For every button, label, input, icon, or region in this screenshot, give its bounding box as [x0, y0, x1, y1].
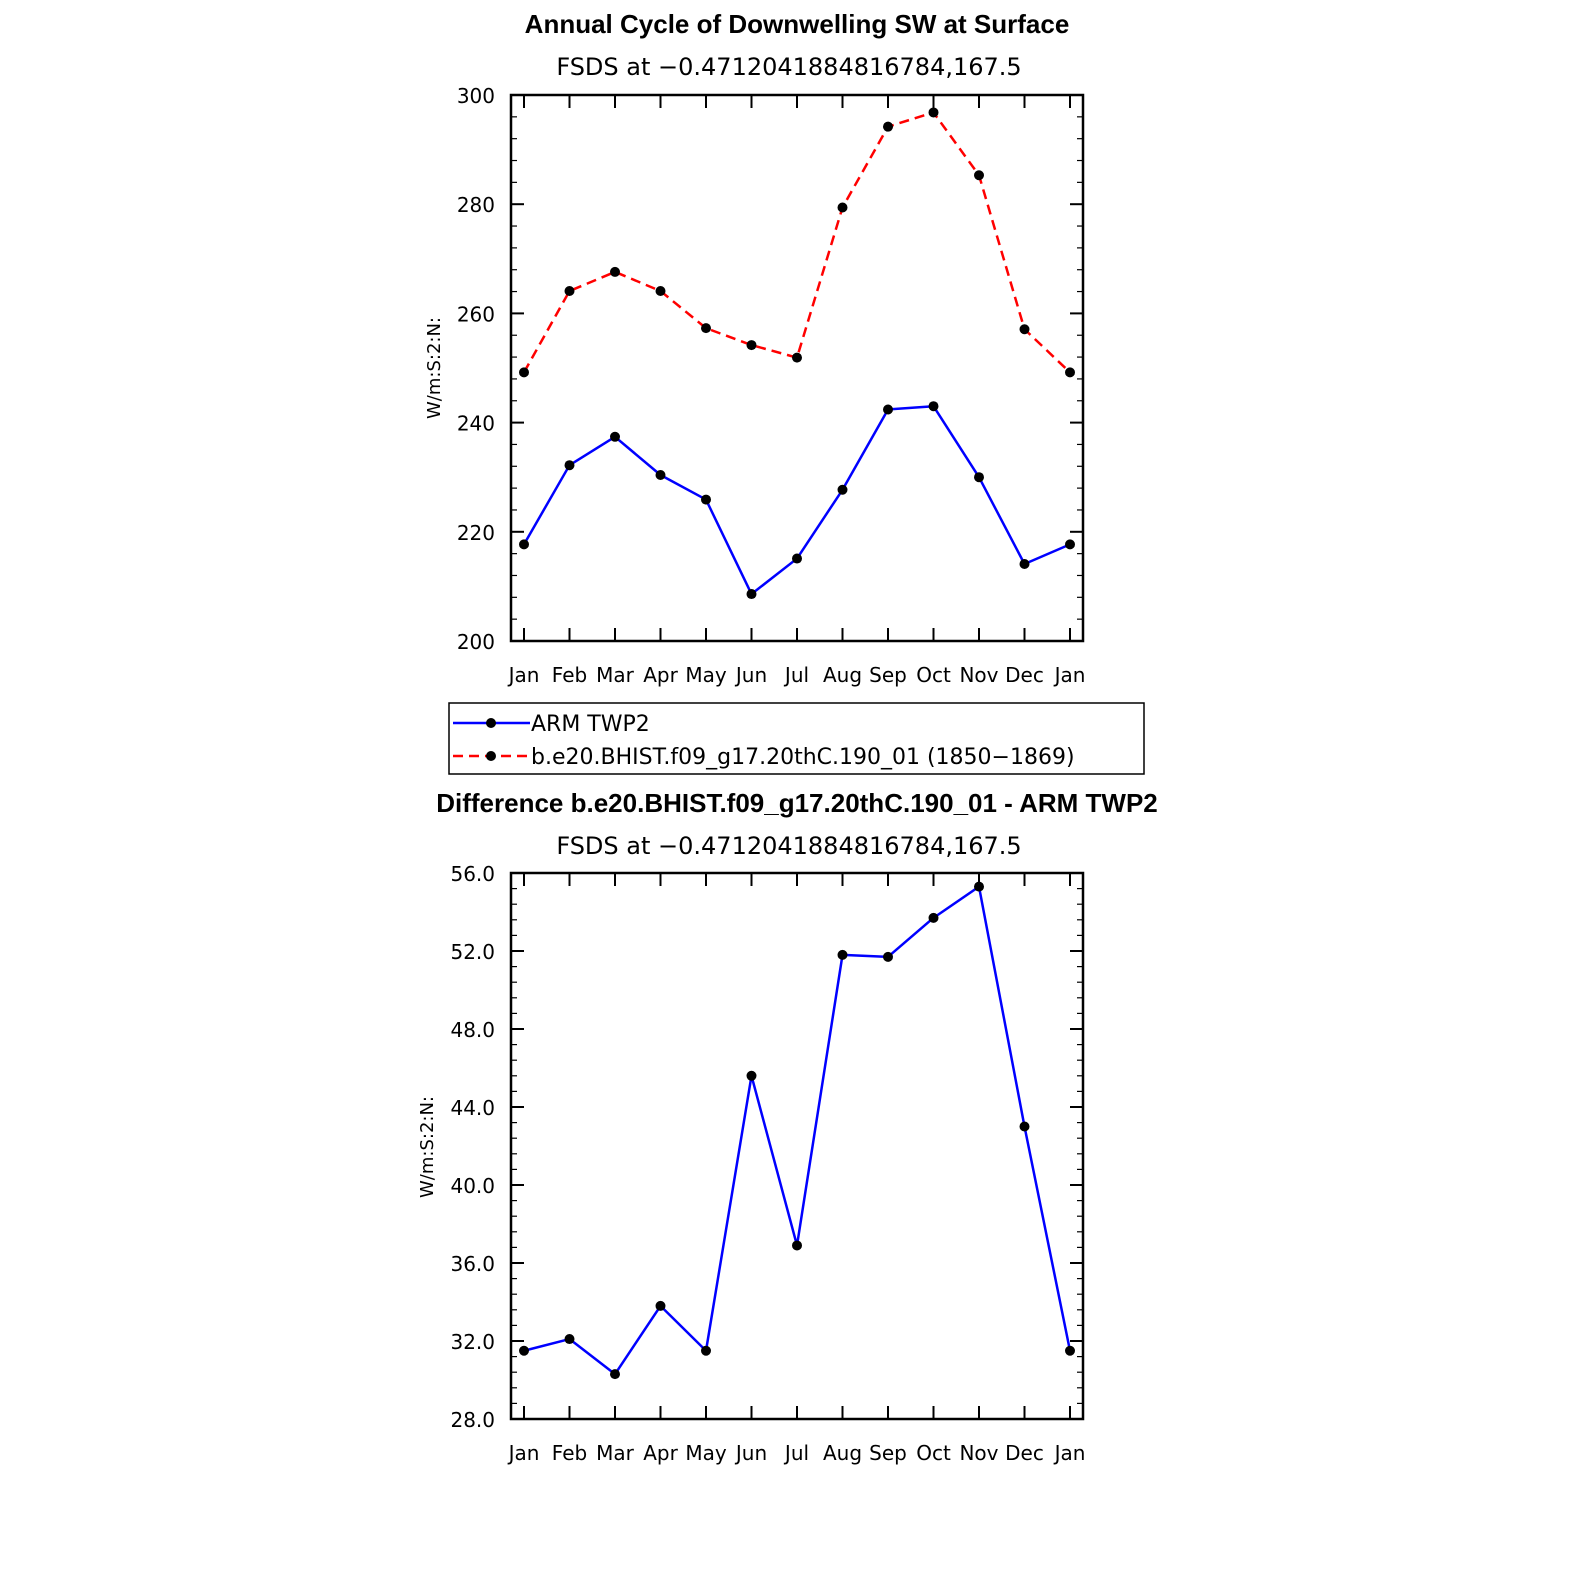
y-tick-label: 36.0	[450, 1252, 495, 1276]
chart-subtitle: FSDS at −0.4712041884816784,167.5	[556, 832, 1021, 860]
y-tick-label: 240	[457, 412, 495, 436]
legend-swatch-marker-arm	[486, 718, 496, 728]
y-tick-label: 52.0	[450, 940, 495, 964]
legend: ARM TWP2 b.e20.BHIST.f09_g17.20thC.190_0…	[448, 702, 1145, 775]
data-point	[883, 404, 893, 415]
data-point	[1065, 367, 1075, 378]
data-point	[564, 1334, 575, 1345]
data-point	[928, 401, 939, 412]
chart-title: Annual Cycle of Downwelling SW at Surfac…	[525, 9, 1070, 39]
y-tick-label: 48.0	[450, 1018, 495, 1042]
x-tick-label: Oct	[916, 663, 951, 687]
data-point	[746, 340, 757, 351]
data-point	[1019, 324, 1030, 335]
legend-swatch-marker-model	[486, 751, 496, 761]
x-tick-label: Jan	[507, 663, 540, 687]
data-point	[655, 470, 666, 481]
legend-label-model: b.e20.BHIST.f09_g17.20thC.190_01 (1850−1…	[531, 745, 1075, 770]
data-point	[746, 589, 757, 600]
y-tick-label: 32.0	[450, 1330, 495, 1354]
data-point	[792, 553, 802, 564]
series-line	[522, 404, 1071, 596]
x-tick-label: Apr	[643, 663, 678, 687]
data-point	[655, 1300, 666, 1311]
data-point	[792, 1240, 802, 1251]
y-axis-label: W/m:S:2:N:	[424, 317, 445, 419]
x-tick-label: Jun	[734, 663, 767, 687]
x-tick-label: Jul	[783, 1441, 809, 1465]
series-line	[522, 111, 1071, 374]
data-point	[701, 323, 711, 334]
data-point	[746, 1070, 757, 1081]
data-point	[792, 352, 802, 363]
chart-subtitle: FSDS at −0.4712041884816784,167.5	[556, 53, 1021, 81]
plot-frame	[509, 871, 1085, 1421]
x-tick-label: Jan	[1053, 663, 1086, 687]
data-point	[701, 494, 711, 505]
x-tick-label: Dec	[1005, 1441, 1044, 1465]
data-point	[974, 881, 984, 892]
data-point	[610, 1369, 620, 1380]
x-tick-label: Nov	[959, 663, 998, 687]
x-tick-label: Mar	[596, 663, 635, 687]
difference-chart: Difference b.e20.BHIST.f09_g17.20thC.190…	[417, 788, 1158, 1465]
x-tick-label: Mar	[596, 1441, 635, 1465]
x-tick-label: Feb	[552, 663, 587, 687]
x-tick-label: Aug	[823, 663, 862, 687]
data-point	[837, 949, 848, 960]
x-tick-label: Jan	[507, 1441, 540, 1465]
data-point	[1065, 539, 1075, 550]
data-point	[701, 1345, 711, 1356]
legend-box	[448, 702, 1145, 775]
data-point	[1065, 1345, 1075, 1356]
x-tick-label: Sep	[869, 1441, 907, 1465]
y-axis-label: W/m:S:2:N:	[417, 1096, 438, 1198]
data-point	[564, 286, 575, 297]
y-tick-label: 28.0	[450, 1408, 495, 1432]
data-point	[928, 107, 939, 118]
x-tick-label: Feb	[552, 1441, 587, 1465]
x-tick-label: Jul	[783, 663, 809, 687]
x-tick-label: Oct	[916, 1441, 951, 1465]
data-point	[564, 460, 575, 471]
y-tick-label: 56.0	[450, 862, 495, 886]
y-tick-label: 40.0	[450, 1174, 495, 1198]
data-point	[883, 121, 893, 132]
x-tick-label: Jun	[734, 1441, 767, 1465]
data-point	[519, 539, 529, 550]
y-tick-label: 300	[457, 84, 495, 108]
data-point	[610, 431, 620, 442]
x-tick-label: Jan	[1053, 1441, 1086, 1465]
x-tick-label: Sep	[869, 663, 907, 687]
x-tick-label: May	[685, 1441, 727, 1465]
x-tick-label: May	[685, 663, 727, 687]
y-tick-label: 44.0	[450, 1096, 495, 1120]
y-tick-label: 280	[457, 193, 495, 217]
x-tick-label: Dec	[1005, 663, 1044, 687]
data-point	[610, 266, 620, 277]
y-tick-label: 200	[457, 630, 495, 654]
y-tick-label: 220	[457, 521, 495, 545]
data-point	[974, 472, 984, 483]
annual-cycle-chart: Annual Cycle of Downwelling SW at Surfac…	[424, 9, 1085, 687]
data-point	[837, 484, 848, 495]
series-line	[523, 885, 1072, 1376]
data-point	[928, 912, 939, 923]
x-tick-label: Aug	[823, 1441, 862, 1465]
data-point	[655, 286, 666, 297]
data-point	[974, 170, 984, 181]
data-point	[519, 1345, 529, 1356]
y-tick-label: 260	[457, 302, 495, 326]
chart-title: Difference b.e20.BHIST.f09_g17.20thC.190…	[436, 788, 1158, 818]
x-tick-label: Nov	[959, 1441, 998, 1465]
legend-label-arm: ARM TWP2	[531, 712, 650, 737]
x-tick-label: Apr	[643, 1441, 678, 1465]
data-point	[837, 202, 848, 213]
data-point	[1019, 559, 1030, 570]
data-point	[883, 951, 893, 962]
data-point	[1019, 1121, 1030, 1132]
data-point	[519, 367, 529, 378]
